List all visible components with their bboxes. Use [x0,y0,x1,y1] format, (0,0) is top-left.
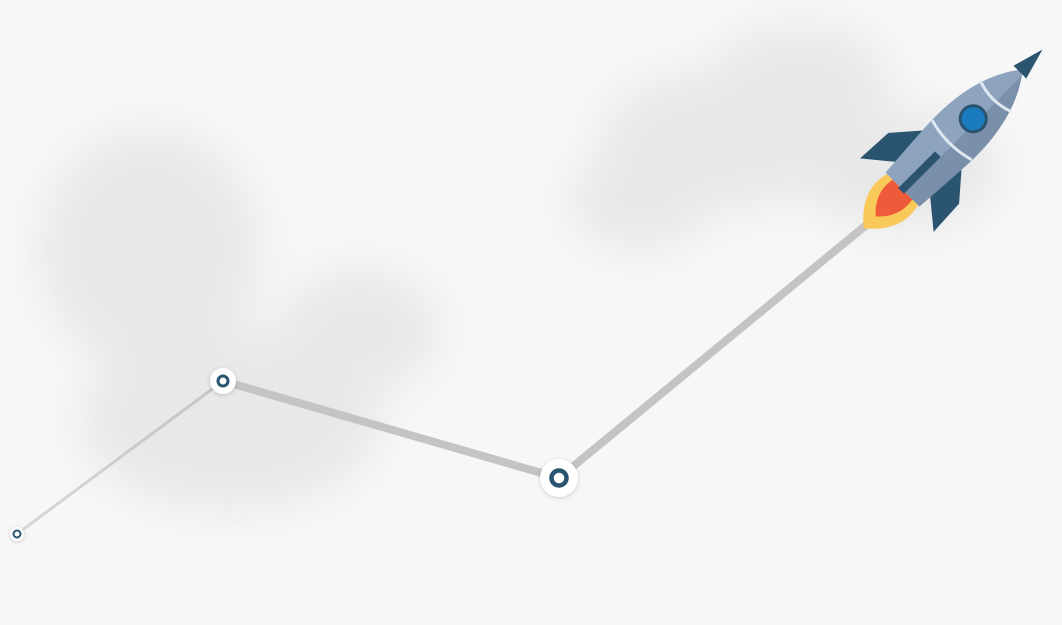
rocket-icon [860,49,1043,232]
rocket-fin-center [898,151,941,194]
cloud-center [280,270,440,390]
path-segment-2 [555,208,886,482]
cloud-mid-right [570,150,710,250]
milestone-start [10,527,24,541]
rocket-flame [863,173,919,229]
rocket-nose [1013,49,1043,79]
milestone-2 [540,459,578,497]
rocket-stripe-top [978,79,1013,114]
path-segment-1 [219,377,563,482]
growth-path [15,208,886,536]
rocket-window [958,104,988,134]
rocket-body-shade [905,69,1023,207]
milestone-node-icon [216,374,230,388]
rocket-fin-right [930,164,962,232]
milestone-1 [210,368,236,394]
cloud-left [40,130,260,370]
milestone-node-icon [549,468,569,488]
path-segment-tail [15,379,225,536]
milestone-node-icon [12,529,22,539]
rocket-stripe-bottom [930,119,973,162]
rocket-fin-left [860,130,928,162]
cloud-left-low [80,330,380,510]
